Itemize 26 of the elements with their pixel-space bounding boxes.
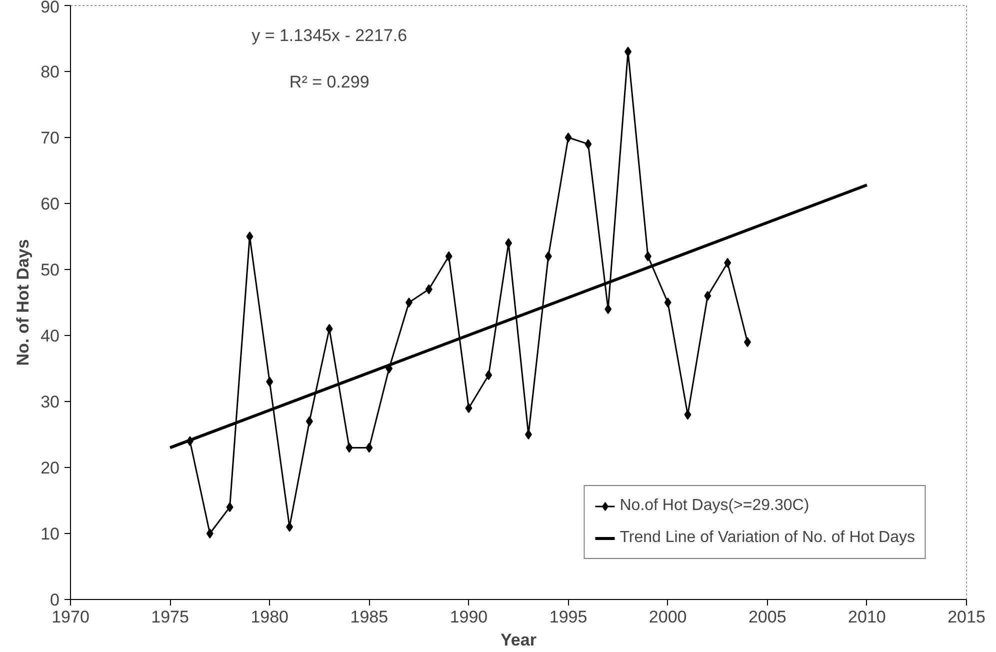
x-tick-label: 2015	[948, 608, 986, 626]
y-tick-label: 40	[40, 326, 60, 346]
y-tick-label: 90	[40, 0, 60, 16]
x-tick-label: 1990	[450, 608, 488, 626]
y-tick-label: 50	[40, 260, 60, 280]
x-tick-label: 1975	[151, 608, 189, 626]
y-tick-label: 30	[40, 392, 60, 412]
x-tick-label: 2005	[748, 608, 786, 626]
legend-label: No.of Hot Days(>=29.30C)	[620, 497, 810, 515]
x-tick-label: 2000	[648, 608, 687, 626]
y-tick-label: 0	[50, 590, 60, 610]
y-tick-label: 10	[40, 524, 60, 544]
y-axis-title: No. of Hot Days	[14, 239, 33, 366]
x-tick-label: 2010	[848, 608, 886, 626]
y-tick-label: 80	[40, 62, 60, 82]
x-tick-label: 1970	[52, 608, 90, 626]
x-tick-label: 1995	[549, 608, 588, 626]
x-tick-label: 1980	[250, 608, 289, 626]
x-tick-label: 1985	[350, 608, 388, 626]
y-tick-label: 60	[40, 194, 60, 214]
annotation: y = 1.1345x - 2217.6	[252, 26, 408, 46]
x-axis-title: Year	[500, 630, 537, 650]
y-tick-label: 70	[40, 128, 60, 148]
y-tick-label: 20	[40, 458, 60, 478]
annotation: R² = 0.299	[289, 72, 370, 92]
legend-label: Trend Line of Variation of No. of Hot Days	[620, 529, 915, 547]
